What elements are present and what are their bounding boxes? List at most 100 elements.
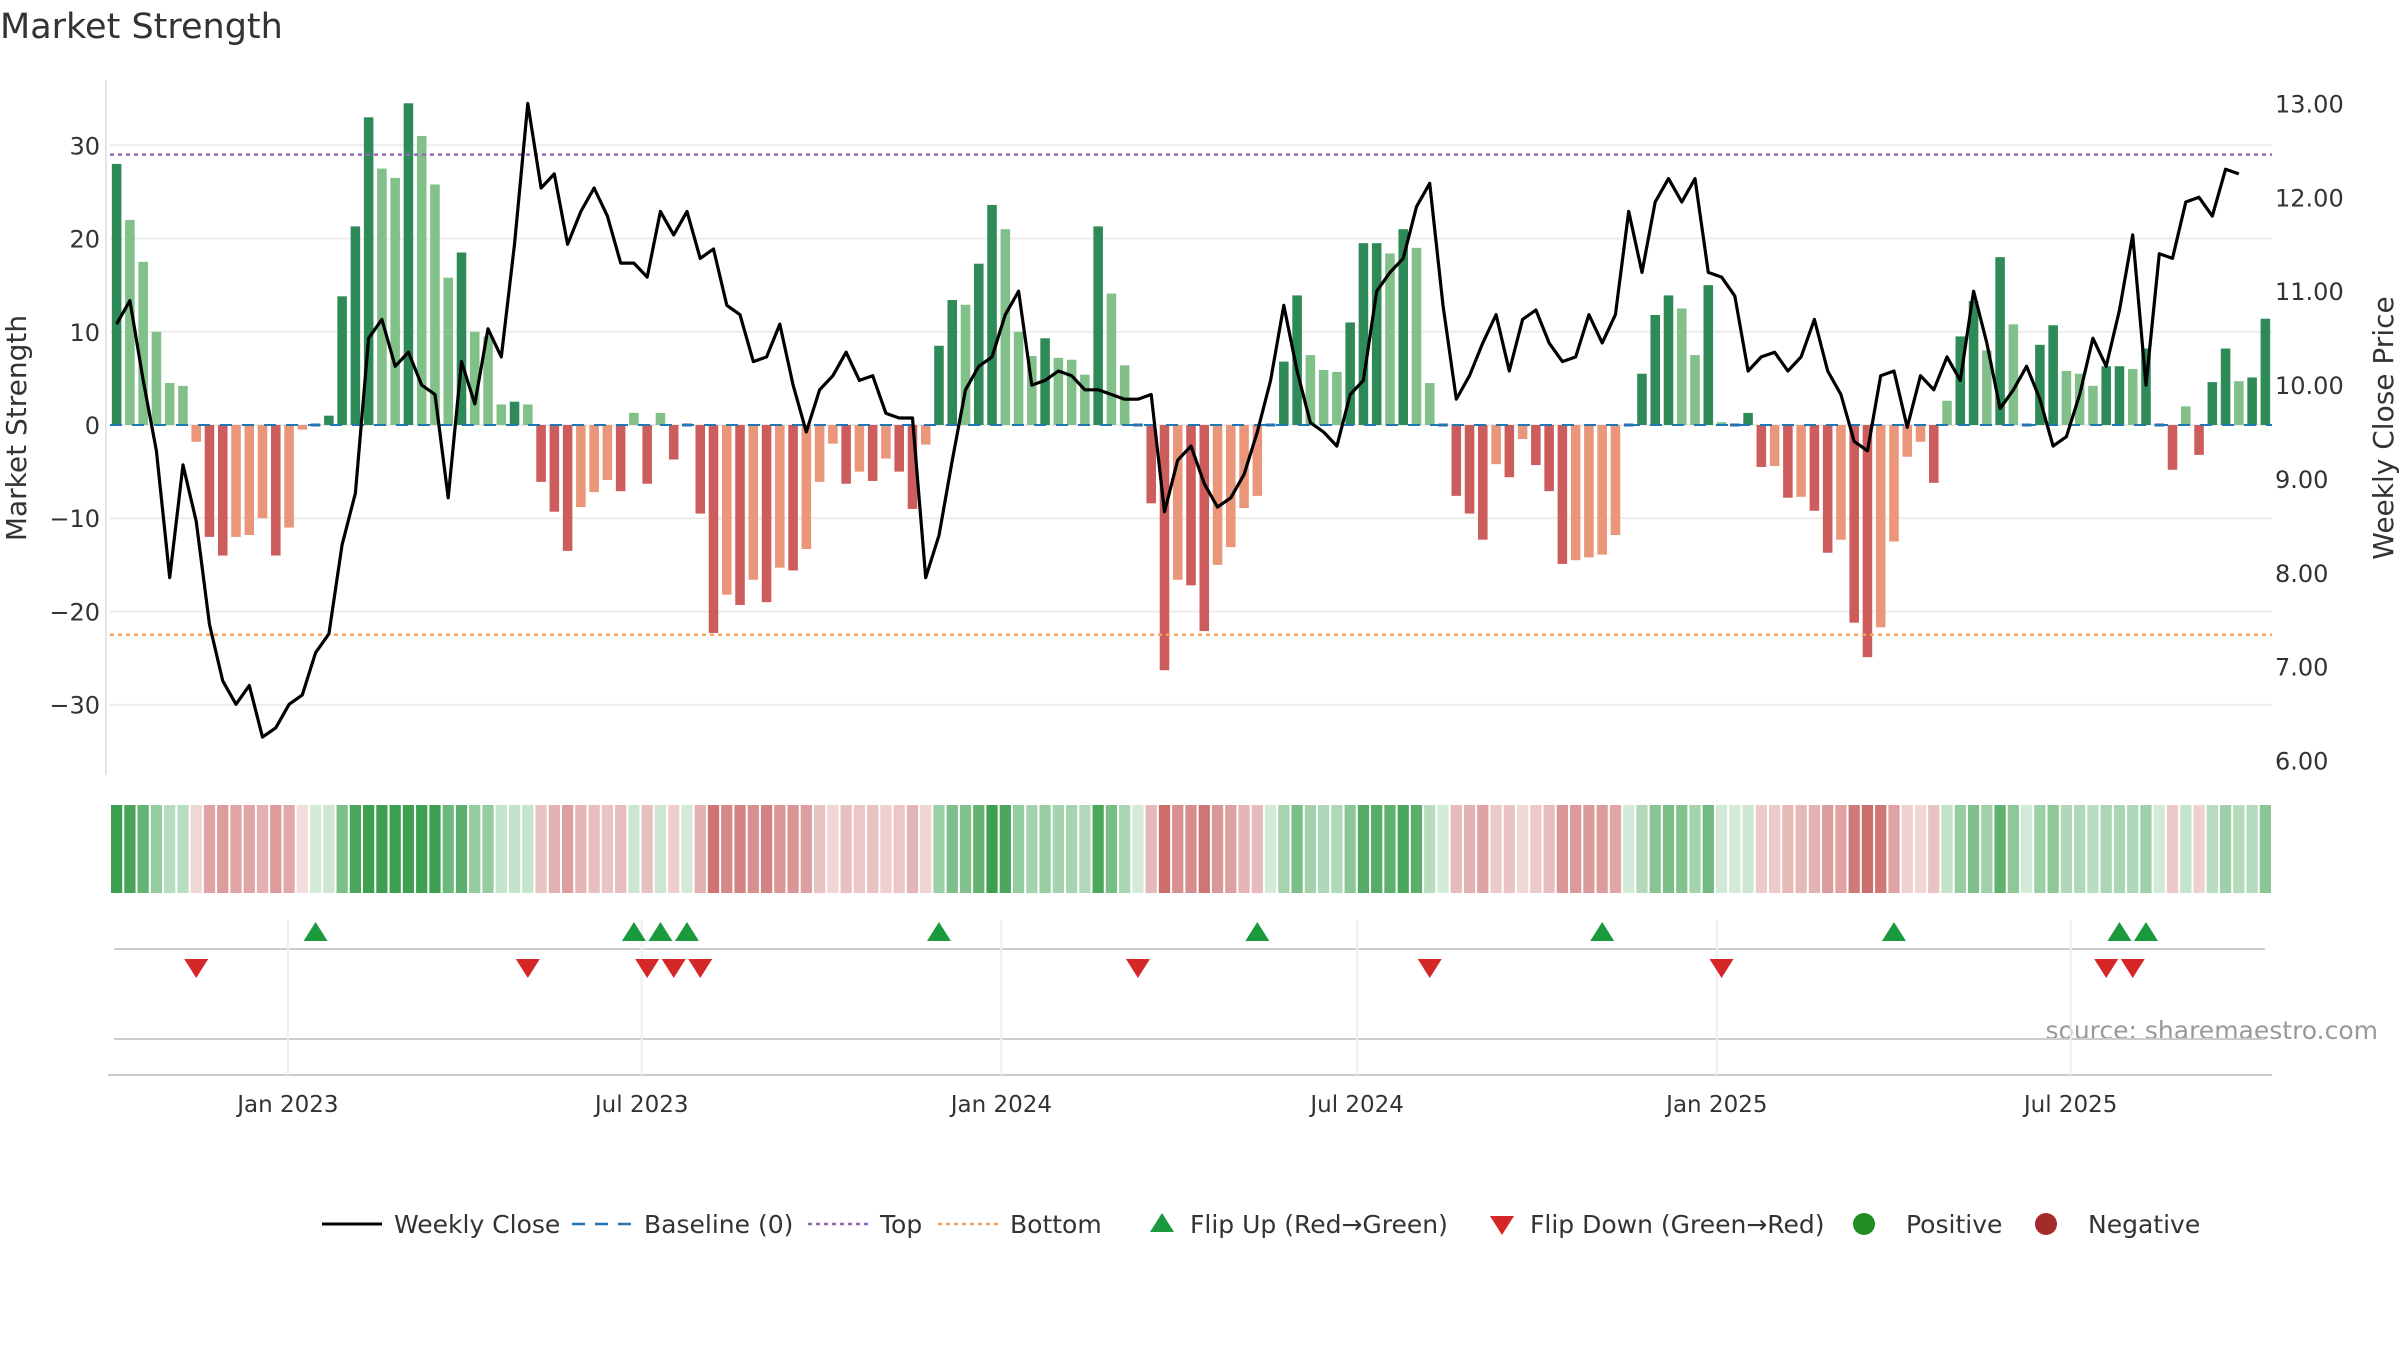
heat-cell — [336, 805, 348, 893]
strength-bar — [403, 103, 414, 425]
heat-cell — [641, 805, 653, 893]
heat-cell — [1808, 805, 1821, 893]
strength-bar — [2194, 425, 2204, 455]
heat-cell — [1543, 805, 1555, 893]
heat-cell — [455, 805, 468, 893]
left-tick-label: −30 — [49, 692, 100, 720]
heat-cell — [747, 805, 759, 893]
heat-cell — [1901, 805, 1913, 893]
strength-bar — [1172, 425, 1183, 580]
strength-bar — [695, 425, 706, 514]
strength-bar — [1279, 361, 1289, 425]
strength-bar — [748, 425, 759, 580]
heat-cell — [177, 805, 189, 893]
heat-cell — [1795, 805, 1807, 893]
heat-cell — [2047, 805, 2059, 893]
strength-bar — [1690, 355, 1700, 425]
strength-bar — [1783, 425, 1793, 498]
right-tick-label: 9.00 — [2275, 466, 2328, 494]
strength-bar — [1570, 425, 1581, 561]
heat-cell — [1516, 805, 1529, 893]
strength-bar — [1305, 355, 1316, 425]
heat-cell — [1105, 805, 1118, 893]
strength-bar — [297, 425, 308, 430]
strength-bar — [576, 425, 586, 508]
heat-cell — [959, 805, 972, 893]
strength-bar — [1438, 423, 1448, 427]
legend-bottom: Bottom — [938, 1210, 1102, 1239]
heat-cell — [1623, 805, 1635, 893]
strength-bar — [191, 425, 201, 442]
heat-cell — [217, 805, 229, 893]
strength-bar — [589, 425, 599, 493]
flip-up-marker — [303, 922, 328, 941]
strength-bar — [111, 163, 122, 425]
heat-cell — [522, 805, 534, 893]
strength-bar — [1743, 412, 1753, 425]
strength-bar — [974, 263, 984, 425]
heat-cell — [1702, 805, 1714, 893]
heat-cell — [999, 805, 1011, 893]
flip-down-marker — [515, 959, 540, 978]
heat-cell — [1662, 805, 1675, 893]
strength-bar — [1928, 425, 1939, 483]
heat-cell — [376, 805, 388, 893]
strength-bar — [1146, 425, 1156, 504]
legend-swatch — [1150, 1213, 1174, 1232]
heat-cell — [787, 805, 799, 893]
heat-cell — [1251, 805, 1263, 893]
strength-bar — [430, 184, 440, 425]
flip-markers — [184, 922, 2158, 978]
heat-cell — [1583, 805, 1595, 893]
strength-bar — [2101, 366, 2111, 425]
heat-cell — [1530, 805, 1542, 893]
strength-bar — [1080, 374, 1090, 425]
flip-down-marker — [635, 959, 660, 978]
strength-bar — [1915, 425, 1926, 442]
legend-baseline: Baseline (0) — [572, 1210, 793, 1239]
heat-cell — [946, 805, 958, 893]
strength-bar — [1332, 371, 1342, 425]
heat-cell — [1755, 805, 1767, 893]
heat-cell — [973, 805, 985, 893]
legend-label: Baseline (0) — [644, 1210, 793, 1239]
left-tick-label: 0 — [85, 412, 100, 440]
heat-cell — [1384, 805, 1396, 893]
right-tick-label: 7.00 — [2275, 654, 2328, 682]
strength-bar — [1093, 226, 1103, 425]
heat-cell — [1211, 805, 1224, 893]
heat-cell — [1742, 805, 1754, 893]
date-tick-label: Jul 2024 — [1308, 1092, 1404, 1118]
heat-cell — [1861, 805, 1874, 893]
heat-cell — [1636, 805, 1648, 893]
strength-bar — [151, 331, 162, 425]
strength-bar — [1730, 423, 1740, 427]
heat-cell — [548, 805, 560, 893]
heat-cell — [933, 805, 945, 893]
heat-cell — [1238, 805, 1250, 893]
strength-bar — [1199, 425, 1210, 632]
strength-bar — [708, 425, 719, 633]
heat-cell — [2020, 805, 2033, 893]
strength-bar — [1809, 425, 1820, 511]
heat-cell — [1822, 805, 1834, 893]
strength-bar — [204, 425, 215, 537]
heat-cell — [1768, 805, 1781, 893]
strength-bar — [217, 425, 228, 556]
date-tick-label: Jul 2023 — [593, 1092, 689, 1118]
heat-cell — [296, 805, 308, 893]
strength-bar — [2207, 382, 2218, 425]
strength-bar — [920, 425, 931, 445]
strength-bar — [1106, 293, 1117, 425]
heat-cell — [256, 805, 269, 893]
heat-cell — [1848, 805, 1860, 893]
right-tick-label: 11.00 — [2275, 278, 2344, 306]
flip-down-marker — [184, 959, 209, 978]
right-tick-label: 13.00 — [2275, 90, 2344, 118]
legend-top: Top — [808, 1210, 922, 1239]
heat-cell — [1092, 805, 1104, 893]
heat-cell — [734, 805, 746, 893]
strength-bar — [1411, 247, 1422, 425]
strength-bar — [1968, 300, 1979, 425]
strength-bar — [1942, 400, 1952, 425]
